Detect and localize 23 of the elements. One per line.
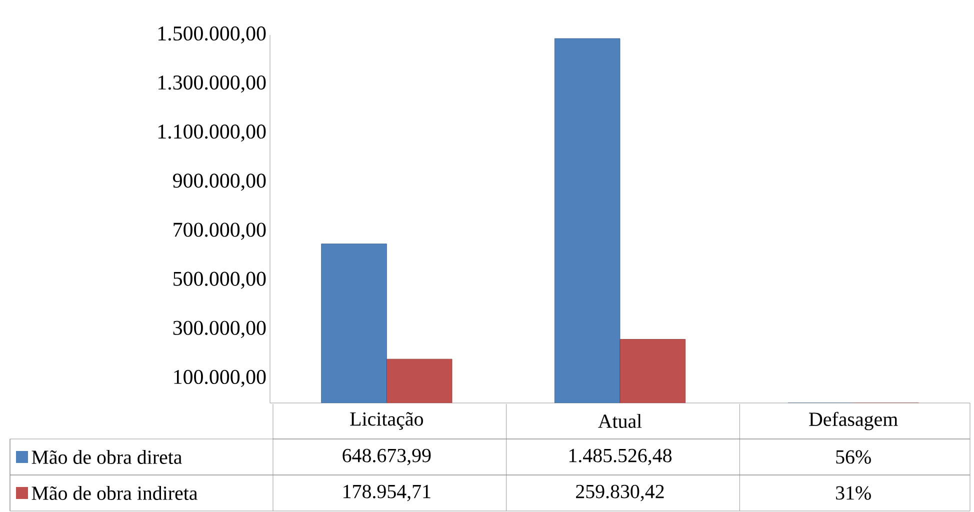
- y-tick-label: 100.000,00: [174, 370, 266, 388]
- legend-label: Mão de obra indireta: [32, 486, 198, 500]
- y-tick-label: 700.000,00: [174, 222, 266, 240]
- x-tick-label: Atual: [598, 414, 642, 428]
- bar: [554, 38, 620, 403]
- y-tick-label: 1.100.000,00: [158, 124, 266, 142]
- data-label: 1.485.526,48: [569, 448, 672, 466]
- y-tick-label: 500.000,00: [174, 272, 266, 289]
- x-tick-label: Licitação: [350, 412, 423, 430]
- y-tick-label: 900.000,00: [173, 174, 266, 191]
- data-label: 259.830,42: [576, 484, 664, 502]
- y-tick-label: 1.300.000,00: [158, 75, 266, 93]
- data-label: 178.954,71: [344, 484, 430, 502]
- data-label: 31%: [836, 486, 871, 500]
- bar: [386, 358, 452, 403]
- data-label: 56%: [836, 450, 871, 464]
- y-tick-label: 1.500.000,00: [158, 26, 266, 44]
- bar: [620, 339, 686, 403]
- bar: [321, 244, 387, 403]
- y-tick-label: 300.000,00: [173, 320, 266, 338]
- legend-label: Mão de obra direta: [32, 450, 182, 464]
- data-label: 648.673,99: [342, 448, 431, 466]
- x-tick-label: Defasagem: [809, 412, 898, 430]
